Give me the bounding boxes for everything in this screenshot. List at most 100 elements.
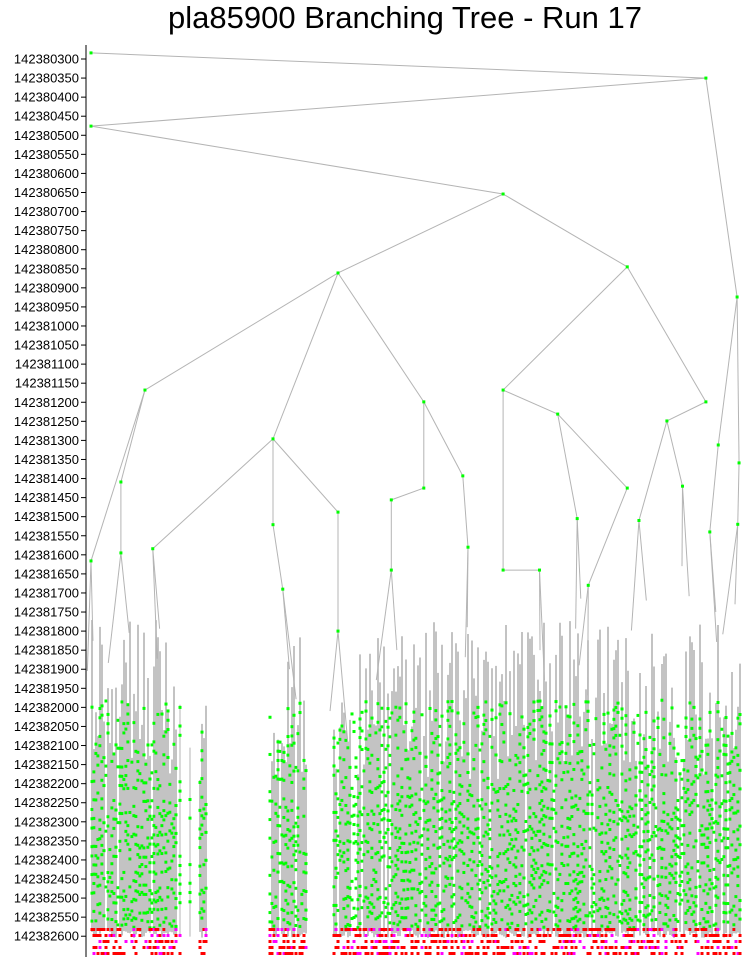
tree-node [678,837,682,841]
tree-node [276,814,280,818]
tree-node [738,713,742,717]
tree-node [402,869,406,873]
tree-node [440,909,444,913]
tree-node [522,895,526,899]
tree-node [700,907,704,911]
tree-node [640,780,644,784]
tree-node [382,900,386,904]
tree-node [556,906,560,910]
tree-node [628,814,632,818]
tree-node [386,911,390,915]
tree-node [576,761,580,765]
infeasible-node [696,952,700,955]
tree-node [338,737,342,741]
tree-node [454,742,458,746]
tree-node [336,871,340,875]
tree-node [666,924,670,928]
tree-node [500,918,504,922]
infeasible-node [696,940,700,943]
tree-node [422,808,426,812]
tree-node [592,919,596,923]
tree-node [658,901,662,905]
tree-node [708,878,712,882]
tree-node [460,840,464,844]
tree-node [296,918,300,922]
pruned-node [114,952,118,955]
tree-node [674,862,678,866]
tree-node [538,568,541,572]
tree-node [524,819,528,823]
tree-node [94,798,98,802]
tree-node [540,882,544,886]
y-tick-label: 142382400 [14,852,79,867]
tree-node [532,700,536,704]
tree-node [438,724,442,728]
tree-node [200,823,204,827]
tree-edge [705,77,738,298]
tree-node [628,768,632,772]
infeasible-node [446,940,450,943]
tree-node [160,870,164,874]
tree-node [644,813,648,817]
tree-node [510,847,514,851]
tree-node [290,892,294,896]
tree-node [198,836,202,840]
tree-node [416,888,420,892]
tree-node [676,817,680,821]
tree-node [396,830,400,834]
tree-node [540,864,544,868]
tree-node [116,821,120,825]
tree-node [89,559,93,563]
tree-node [132,814,136,818]
tree-node [388,884,392,888]
tree-node [706,827,710,831]
tree-node [356,907,360,911]
tree-node [474,874,478,878]
infeasible-node [678,946,682,949]
tree-node [470,849,474,853]
tree-node [152,861,156,865]
tree-node [154,891,158,895]
tree-node [518,900,522,904]
pruned-node [536,928,540,931]
tree-node [126,833,130,837]
tree-node [582,902,586,906]
tree-node [378,784,382,788]
tree-node [486,832,490,836]
tree-node [92,779,96,783]
tree-node [382,733,386,737]
tree-node [304,769,308,773]
tree-node [116,746,120,750]
tree-node [664,903,668,907]
tree-node [486,925,490,929]
pruned-node [574,934,578,937]
tree-node [494,874,498,878]
tree-node [118,802,122,806]
tree-node [454,807,458,811]
tree-node [98,911,102,915]
tree-node [736,828,740,832]
tree-node [584,839,588,843]
tree-node [466,826,470,830]
tree-node [372,812,376,816]
tree-node [586,583,590,587]
tree-node [632,814,636,818]
tree-node [710,798,714,802]
tree-node [662,801,666,805]
y-tick-label: 142382550 [14,910,79,925]
tree-node [290,734,294,738]
tree-node [714,894,718,898]
tree-node [640,882,644,886]
tree-node [500,760,504,764]
tree-node [688,878,692,882]
tree-node [356,814,360,818]
tree-node [578,880,582,884]
tree-node [574,803,578,807]
pruned-node [502,946,506,949]
tree-node [366,822,370,826]
tree-node [446,876,450,880]
pruned-node [118,946,122,949]
tree-node [490,708,494,712]
tree-node [538,801,542,805]
tree-node [380,846,384,850]
